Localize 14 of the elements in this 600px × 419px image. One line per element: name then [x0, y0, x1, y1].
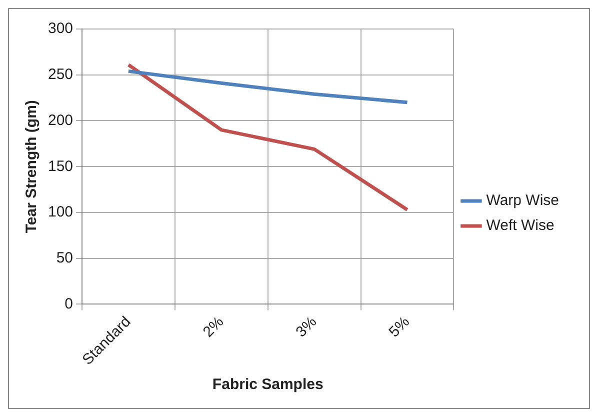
- y-tick-label: 100: [48, 204, 74, 221]
- legend-label: Warp Wise: [486, 192, 559, 210]
- y-tick-label: 150: [48, 158, 74, 175]
- y-tick-label: 50: [56, 249, 74, 266]
- y-tick-label: 300: [48, 20, 74, 38]
- x-tick-label: 3%: [292, 313, 320, 341]
- y-tick-label: 0: [64, 295, 74, 312]
- x-axis-title: Fabric Samples: [212, 376, 324, 394]
- x-tick-label: 2%: [200, 313, 228, 341]
- y-tick-label: 250: [48, 66, 74, 84]
- y-axis-title: Tear Strength (gm): [23, 100, 40, 234]
- legend-label: Weft Wise: [486, 217, 554, 234]
- y-tick-label: 200: [48, 112, 74, 129]
- x-tick-label: 5%: [386, 313, 414, 341]
